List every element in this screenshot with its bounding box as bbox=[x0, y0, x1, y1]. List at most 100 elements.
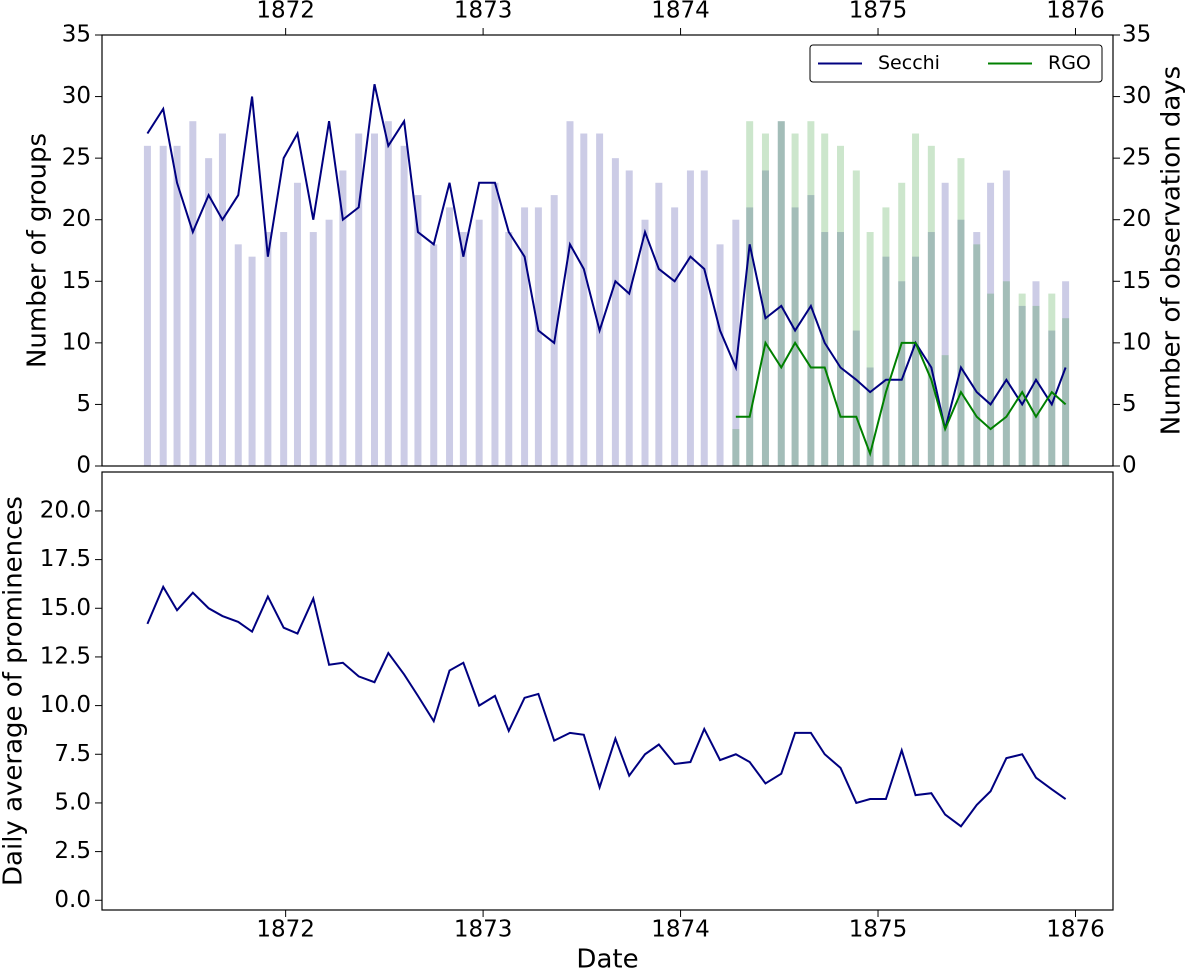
bar bbox=[777, 121, 785, 466]
bar bbox=[625, 170, 633, 466]
bar bbox=[927, 232, 935, 466]
x-tick-label: 1875 bbox=[849, 0, 908, 24]
bar bbox=[957, 158, 965, 466]
bar bbox=[837, 145, 845, 467]
y2-tick-label: 15 bbox=[1122, 268, 1151, 294]
bar bbox=[293, 182, 301, 466]
bar bbox=[1002, 281, 1010, 466]
bar bbox=[927, 145, 935, 467]
legend-box bbox=[809, 44, 1103, 83]
bar bbox=[957, 219, 965, 466]
bar bbox=[882, 207, 890, 466]
y2-tick-label: 10 bbox=[1122, 329, 1151, 355]
bar bbox=[761, 133, 769, 466]
y-tick-label: 35 bbox=[62, 22, 91, 48]
bar bbox=[205, 158, 213, 466]
bar bbox=[534, 207, 542, 466]
y-tick-label: 15.0 bbox=[40, 595, 91, 621]
bar bbox=[384, 121, 392, 466]
bar bbox=[521, 207, 529, 466]
bar bbox=[655, 182, 663, 466]
bar bbox=[686, 170, 694, 466]
x-tick-label: 1873 bbox=[454, 0, 513, 24]
bar bbox=[716, 244, 724, 466]
bar bbox=[732, 219, 740, 466]
y-tick-label: 7.5 bbox=[54, 741, 91, 767]
y2-tick-label: 30 bbox=[1122, 83, 1151, 109]
y-tick-label: 30 bbox=[62, 83, 91, 109]
bar bbox=[218, 133, 226, 466]
plot-frame bbox=[101, 34, 1114, 467]
y-tick-label: 10 bbox=[62, 329, 91, 355]
legend-label: RGO bbox=[1048, 52, 1091, 74]
y-tick-label: 10.0 bbox=[40, 692, 91, 718]
bar bbox=[580, 133, 588, 466]
bar bbox=[1018, 293, 1026, 466]
bar bbox=[566, 121, 574, 466]
bar bbox=[791, 133, 799, 466]
data-line bbox=[146, 84, 1067, 430]
bar bbox=[491, 182, 499, 466]
bar bbox=[821, 133, 829, 466]
bar bbox=[1032, 305, 1040, 466]
x-tick-label: 1872 bbox=[256, 917, 315, 943]
bar bbox=[898, 182, 906, 466]
y2-axis-label: Number of observation days bbox=[1157, 66, 1187, 435]
y2-tick-label: 20 bbox=[1122, 206, 1151, 232]
bar bbox=[746, 121, 754, 466]
x-axis-label: Date bbox=[576, 945, 638, 975]
bar bbox=[791, 207, 799, 466]
x-tick-label: 1873 bbox=[454, 917, 513, 943]
y-tick-label: 12.5 bbox=[40, 643, 91, 669]
y-tick-label: 5.0 bbox=[54, 789, 91, 815]
bar bbox=[339, 170, 347, 466]
bar bbox=[837, 232, 845, 466]
bar bbox=[866, 232, 874, 466]
y-axis-label: Daily average of prominences bbox=[0, 496, 29, 886]
x-tick-label: 1874 bbox=[651, 0, 710, 24]
bar bbox=[430, 244, 438, 466]
bar bbox=[746, 207, 754, 466]
bar bbox=[505, 232, 513, 466]
bar bbox=[459, 232, 467, 466]
y-tick-label: 5 bbox=[76, 391, 91, 417]
bar bbox=[912, 256, 920, 466]
bar bbox=[973, 232, 981, 466]
bar bbox=[866, 367, 874, 466]
bar bbox=[143, 145, 151, 467]
bar bbox=[807, 195, 815, 467]
plot-frame bbox=[101, 471, 1114, 911]
bar bbox=[400, 145, 408, 467]
x-tick-label: 1876 bbox=[1046, 0, 1105, 24]
x-tick-label: 1872 bbox=[256, 0, 315, 24]
bar bbox=[1018, 305, 1026, 466]
data-line bbox=[146, 584, 1067, 828]
y-tick-label: 0 bbox=[76, 453, 91, 479]
bar bbox=[234, 244, 242, 466]
bar bbox=[1048, 293, 1056, 466]
bar bbox=[987, 182, 995, 466]
bar bbox=[596, 133, 604, 466]
y-tick-label: 20.0 bbox=[40, 497, 91, 523]
bar bbox=[611, 158, 619, 466]
y-tick-label: 25 bbox=[62, 145, 91, 171]
bar bbox=[700, 170, 708, 466]
bar bbox=[159, 145, 167, 467]
y-tick-label: 0.0 bbox=[54, 887, 91, 913]
bar bbox=[852, 330, 860, 466]
x-tick-label: 1874 bbox=[651, 917, 710, 943]
bar bbox=[355, 133, 363, 466]
bar bbox=[264, 232, 272, 466]
bar bbox=[1002, 170, 1010, 466]
bar bbox=[852, 170, 860, 466]
bar bbox=[1048, 330, 1056, 466]
y-tick-label: 2.5 bbox=[54, 838, 91, 864]
bar bbox=[280, 232, 288, 466]
bar bbox=[189, 121, 197, 466]
bar bbox=[1032, 281, 1040, 466]
y-tick-label: 17.5 bbox=[40, 546, 91, 572]
bar bbox=[777, 121, 785, 466]
bar bbox=[807, 121, 815, 466]
